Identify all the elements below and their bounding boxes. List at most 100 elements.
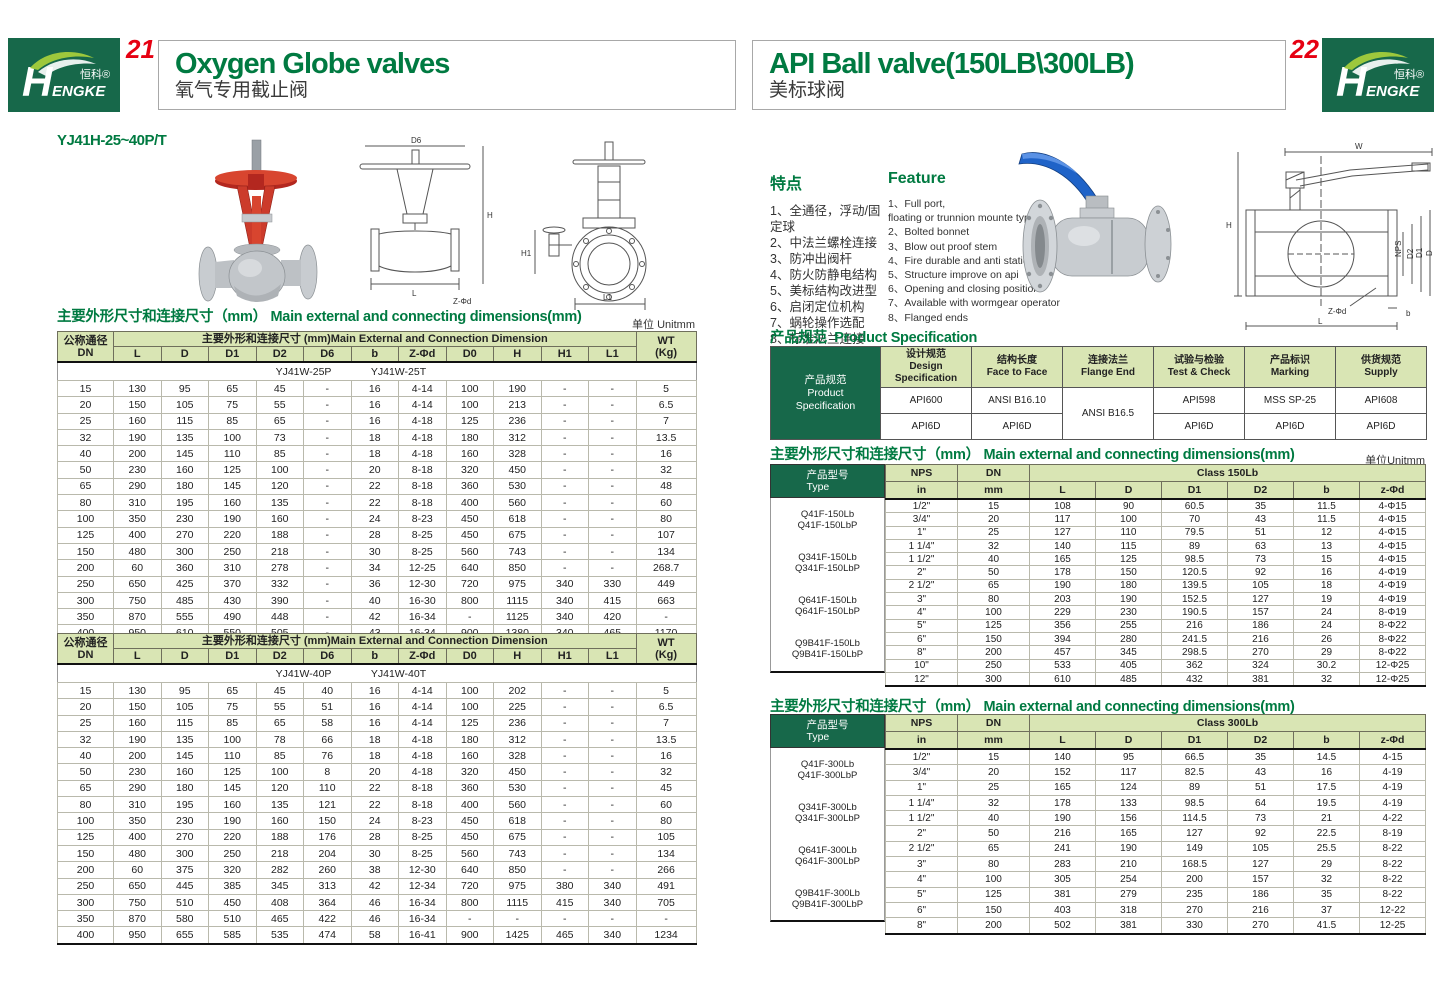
col-header: D: [1095, 481, 1162, 500]
table-cell: 560: [493, 494, 542, 512]
table-cell: 474: [303, 926, 352, 945]
table-cell: -: [588, 681, 637, 700]
table-cell: 16: [1293, 764, 1360, 781]
table-cell: 160: [113, 412, 162, 430]
col-header: D1: [208, 346, 257, 363]
table-cell: 160: [160, 763, 209, 781]
table-body: 1/2" 15 140 95 66.5 35 14.5 4-15 3/4" 20 152 117 82.…: [885, 748, 1427, 935]
table-cell: 18: [350, 445, 399, 463]
table-row: 25 160 115 85 65 58 16 4-14 125 236- -7: [57, 714, 697, 732]
dim-label-l: L: [412, 289, 417, 298]
table-cell: -: [540, 412, 589, 430]
table-cell: 8-23: [398, 510, 447, 528]
table-cell: 17.5: [1293, 779, 1360, 796]
table-cell: 202: [493, 681, 542, 700]
table-cell: 250: [208, 542, 257, 561]
col-header: D2: [1227, 481, 1294, 500]
table-cell: 7: [635, 714, 697, 732]
table-cell: 510: [160, 893, 209, 912]
hengke-logo-icon: H ENGKE 恒科®: [1336, 52, 1424, 105]
col-header: D: [160, 648, 209, 665]
table-row: 5" 125 356 255 216 186 24 8-Φ22: [885, 618, 1427, 633]
table-cell: -: [588, 828, 637, 846]
spec-cell: API598: [1153, 387, 1245, 414]
table-cell: 4-18: [398, 763, 447, 781]
table-row: 10" 250 533 405 362 324 30.2 12-Φ25: [885, 658, 1427, 673]
table-row: 6" 150 394 280 241.5 216 26 8-Φ22: [885, 631, 1427, 647]
table-cell: -: [588, 412, 637, 430]
table-cell: 300: [957, 671, 1030, 687]
table-cell: 105: [1227, 578, 1294, 594]
table-cell: 266: [635, 861, 697, 879]
table-cell: 12": [885, 671, 958, 687]
table-cell: 8-25: [398, 526, 447, 544]
table-cell: 25: [957, 779, 1030, 796]
table-cell: -: [445, 608, 494, 626]
list-item: 7、Available with wormgear operator: [888, 297, 1060, 310]
table-cell: -: [540, 428, 589, 447]
t150-type-list: Q41F-150Lb Q41F-150LbP Q341F-150Lb Q341F-…: [770, 498, 885, 673]
col-header: Z-Φd: [398, 648, 447, 665]
spec-cell: API6D: [1153, 413, 1245, 440]
table-cell: 310: [208, 559, 257, 577]
table-cell: 12-Φ25: [1358, 658, 1427, 673]
table-row: 8" 200 502 381 330 270 41.5 12-25: [885, 917, 1427, 935]
table-cell: 160: [445, 445, 494, 463]
globe-dims-table-25: 公称通径 DN 主要外形和连接尺寸 (mm)Main External and C…: [57, 331, 697, 643]
table-row: 1" 25 127 110 79.5 51 12 4-Φ15: [885, 525, 1427, 540]
table-row: 32 190 135 100 73-18 4-18 180 312- -13.5: [57, 428, 697, 447]
table-cell: 220: [208, 526, 257, 544]
table-cell: 230: [160, 510, 209, 528]
table-cell: 5": [885, 886, 958, 903]
in-header: in: [885, 481, 958, 500]
table-cell: 41.5: [1293, 917, 1360, 935]
table-cell: 279: [1095, 886, 1162, 903]
table-cell: 8-Φ22: [1358, 645, 1427, 660]
table-cell: 350: [113, 812, 162, 830]
table-cell: 176: [303, 828, 352, 846]
table-cell: 235: [1161, 886, 1228, 903]
table-cell: 100: [445, 698, 494, 716]
table-cell: -: [303, 428, 352, 447]
table-cell: 4-14: [398, 681, 447, 700]
table-row: 350 870 555 490 448-42 16-34-1125 340 420-: [57, 608, 697, 626]
spec-cell: API6D: [971, 413, 1063, 440]
col-header: D1: [208, 648, 257, 665]
table-cell: 260: [303, 861, 352, 879]
table-cell: 150: [957, 901, 1030, 919]
table-cell: -: [540, 510, 589, 528]
table-row: 1 1/2" 40 165 125 98.5 73 15 4-Φ15: [885, 552, 1427, 567]
table-cell: 15: [57, 379, 114, 398]
table-cell: 4": [885, 605, 958, 620]
table-cell: 450: [445, 526, 494, 544]
class-header: Class 150Lb: [1028, 464, 1427, 482]
table-cell: 270: [1227, 645, 1294, 660]
table-row: 250 650 425 370 332-36 12-30 720 975 340 330 449: [57, 575, 697, 593]
table-cell: 50: [957, 565, 1030, 580]
col-header: D: [1095, 731, 1162, 750]
table-cell: 65: [57, 779, 114, 798]
table-cell: 4-18: [398, 730, 447, 749]
table-cell: 530: [493, 477, 542, 496]
table-cell: 135: [160, 730, 209, 749]
table-cell: 12-22: [1358, 901, 1427, 919]
table-cell: 229: [1029, 605, 1096, 620]
table-cell: 2": [885, 565, 958, 580]
table-row: 6" 150 403 318 270 216 37 12-22: [885, 901, 1427, 919]
table-cell: 200: [957, 645, 1030, 660]
spec-col-header: 结构长度 Face to Face: [971, 346, 1063, 388]
globe-valve-drawing: D6 H L Z-Φd H1 L1: [335, 136, 695, 310]
globe-dims-table-40: 公称通径 DN 主要外形和连接尺寸 (mm)Main External and C…: [57, 633, 697, 945]
table-cell: 24: [1293, 605, 1360, 620]
table-cell: 65: [957, 840, 1030, 858]
table-cell: 95: [160, 681, 209, 700]
table-cell: 178: [1029, 794, 1096, 812]
spec-col-header: 连接法兰 Flange End: [1062, 346, 1154, 388]
table-cell: 6.5: [635, 698, 697, 716]
dn-header: 公称通径 DN: [57, 633, 114, 665]
table-cell: -: [588, 796, 637, 814]
table-cell: 380: [540, 877, 589, 895]
table-cell: 320: [208, 861, 257, 879]
table-cell: 32: [957, 538, 1030, 554]
table-cell: 8-Φ22: [1358, 631, 1427, 647]
